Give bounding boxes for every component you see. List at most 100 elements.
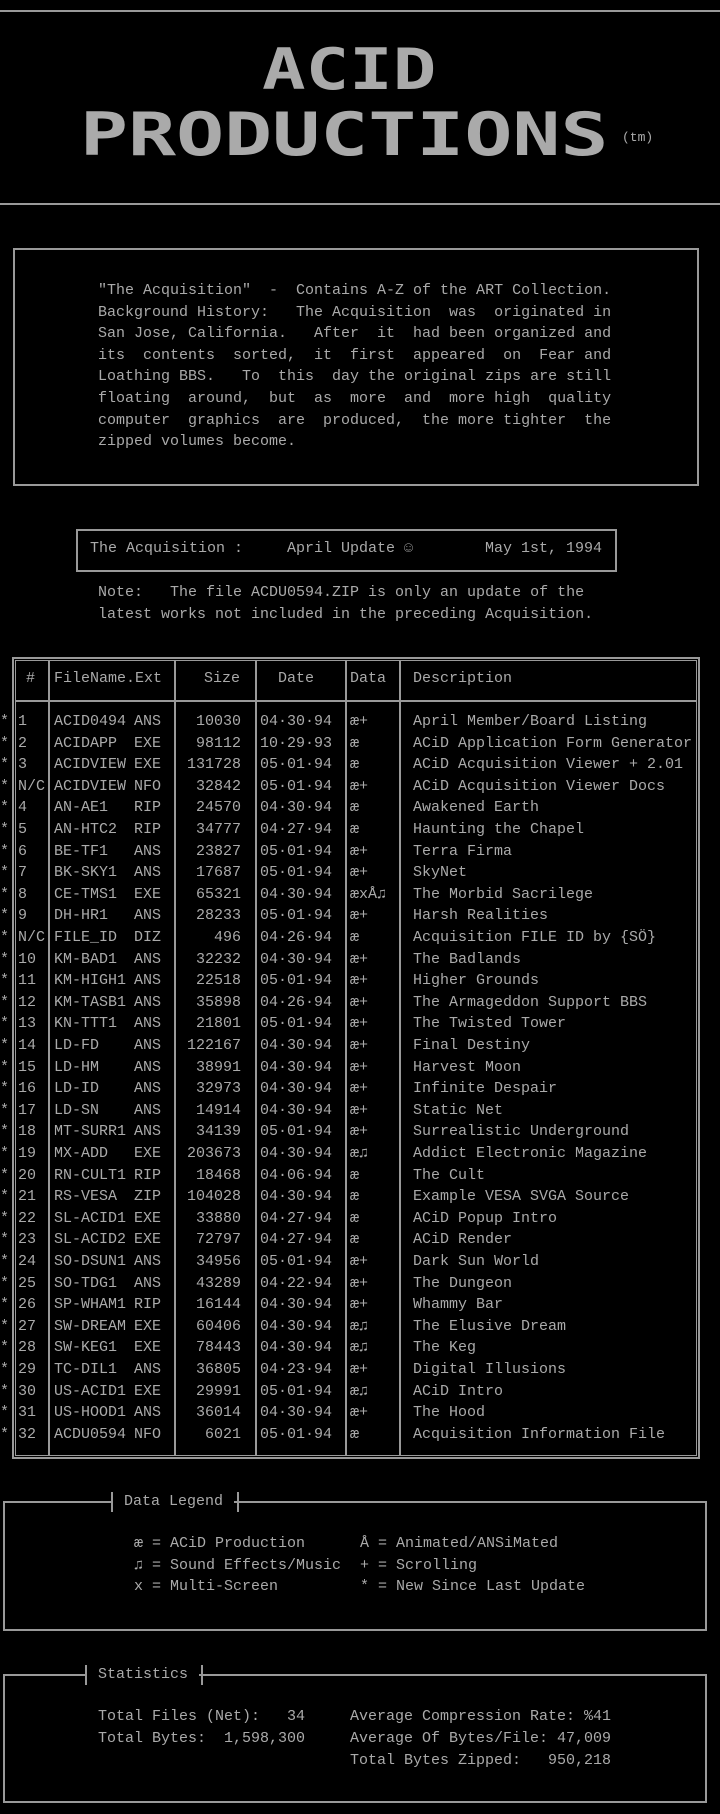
- cell-ext: ANS: [134, 1361, 162, 1378]
- cell-size: 43289: [195, 1274, 241, 1292]
- cell-ext: EXE: [134, 734, 162, 752]
- cell-description: Addict Electronic Magazine: [413, 1145, 648, 1162]
- cell-date: 04·30·94: [260, 799, 333, 817]
- trademark: (tm): [622, 130, 654, 145]
- cell-filename: TC-DIL1: [54, 1361, 118, 1378]
- cell-data: æ+: [350, 1253, 369, 1270]
- cell-date: 04·30·94: [260, 885, 333, 903]
- cell-description: ACiD Intro: [413, 1382, 504, 1400]
- cell-size: 14914: [195, 1101, 241, 1119]
- cell-ext: ANS: [134, 864, 162, 882]
- new-marker: *: [0, 1382, 10, 1400]
- cell-date: 05·01·94: [260, 907, 333, 925]
- update-box: [76, 529, 617, 572]
- cell-date: 04·30·94: [260, 713, 333, 730]
- legend-item: + = Scrolling: [360, 1557, 478, 1574]
- cell-ext: ANS: [134, 993, 162, 1011]
- cell-date: 04·27·94: [260, 1209, 333, 1227]
- cell-size: 6021: [204, 1425, 241, 1443]
- cell-num: 29: [18, 1361, 37, 1378]
- cell-filename: LD-FD: [54, 1037, 100, 1054]
- new-marker: *: [0, 1361, 10, 1378]
- cell-num: 9: [18, 907, 28, 925]
- cell-filename: SO-TDG1: [54, 1274, 118, 1292]
- cell-size: 29991: [195, 1382, 241, 1400]
- update-date: May 1st, 1994: [485, 540, 603, 557]
- cell-ext: ANS: [134, 1037, 162, 1054]
- cell-filename: LD-ID: [54, 1080, 100, 1098]
- intro-line: zipped volumes become.: [98, 433, 297, 451]
- col-divider: [174, 660, 176, 1456]
- cell-ext: RIP: [134, 1166, 162, 1184]
- cell-description: Final Destiny: [413, 1037, 531, 1054]
- new-marker: *: [0, 1101, 10, 1119]
- cell-data: æ+: [350, 864, 369, 882]
- new-marker: *: [0, 1015, 10, 1033]
- new-marker: *: [0, 993, 10, 1011]
- new-marker: *: [0, 1404, 10, 1422]
- cell-num: 15: [18, 1058, 37, 1076]
- cell-date: 04·06·94: [260, 1166, 333, 1184]
- cell-description: Harvest Moon: [413, 1058, 522, 1076]
- cell-filename: MX-ADD: [54, 1145, 109, 1162]
- cell-description: Infinite Despair: [413, 1080, 558, 1098]
- new-marker: *: [0, 1080, 10, 1098]
- cell-date: 04·26·94: [260, 929, 333, 946]
- new-marker: *: [0, 1145, 10, 1162]
- cell-num: N/C: [18, 777, 46, 795]
- cell-num: 13: [18, 1015, 37, 1033]
- cell-size: 24570: [195, 799, 241, 817]
- cell-description: Surrealistic Underground: [413, 1123, 630, 1141]
- cell-data: æ+: [350, 1274, 369, 1292]
- cell-ext: EXE: [134, 1382, 162, 1400]
- update-name: April Update ☺: [287, 540, 414, 557]
- cell-data: æ: [350, 1209, 360, 1227]
- cell-data: æ+: [350, 1123, 369, 1141]
- stat-total-zipped: Total Bytes Zipped: 950,218: [350, 1752, 612, 1769]
- cell-date: 04·30·94: [260, 1188, 333, 1206]
- cell-filename: MT-SURR1: [54, 1123, 127, 1141]
- cell-num: 8: [18, 885, 28, 903]
- cell-date: 05·01·94: [260, 864, 333, 882]
- cell-filename: KN-TTT1: [54, 1015, 118, 1033]
- intro-line: "The Acquisition" - Contains A-Z of the …: [98, 282, 612, 299]
- new-marker: *: [0, 821, 10, 838]
- cell-data: æ+: [350, 1361, 369, 1378]
- cell-size: 32232: [195, 950, 241, 968]
- cell-num: 19: [18, 1145, 37, 1162]
- legend-title: Data Legend: [113, 1492, 235, 1512]
- cell-description: Haunting the Chapel: [413, 821, 585, 838]
- cell-description: SkyNet: [413, 864, 468, 882]
- cell-filename: ACIDAPP: [54, 734, 118, 752]
- cell-num: 7: [18, 864, 28, 882]
- cell-data: æ♫: [350, 1145, 369, 1162]
- cell-num: 14: [18, 1037, 37, 1054]
- intro-line: Loathing BBS. To this day the original z…: [98, 368, 612, 386]
- cell-filename: US-ACID1: [54, 1382, 127, 1400]
- new-marker: *: [0, 864, 10, 882]
- cell-description: Example VESA SVGA Source: [413, 1188, 630, 1206]
- cell-ext: ANS: [134, 1015, 162, 1033]
- legend-item: æ = ACiD Production: [134, 1535, 306, 1552]
- intro-line: its contents sorted, it first appeared o…: [98, 346, 612, 364]
- cell-data: æxÅ♫: [350, 885, 387, 903]
- logo-line-productions: PRODUCTIONS: [80, 100, 609, 170]
- cell-date: 04·30·94: [260, 1317, 333, 1335]
- cell-data: æ+: [350, 907, 369, 925]
- new-marker: *: [0, 799, 10, 817]
- cell-data: æ+: [350, 972, 369, 990]
- table-outer-border: [12, 657, 700, 1459]
- logo-line-acid: ACID: [262, 37, 437, 103]
- cell-size: 32842: [195, 777, 241, 795]
- cell-description: Higher Grounds: [413, 972, 540, 990]
- cell-ext: RIP: [134, 799, 162, 817]
- new-marker: *: [0, 1274, 10, 1292]
- cell-description: Acquisition FILE ID by {SÖ}: [413, 929, 657, 946]
- cell-filename: SO-DSUN1: [54, 1253, 127, 1270]
- new-marker: *: [0, 1296, 10, 1314]
- cell-date: 05·01·94: [260, 1015, 333, 1033]
- cell-filename: CE-TMS1: [54, 885, 118, 903]
- statistics-title-tick: [85, 1665, 87, 1685]
- new-marker: *: [0, 1058, 10, 1076]
- cell-data: æ+: [350, 1037, 369, 1054]
